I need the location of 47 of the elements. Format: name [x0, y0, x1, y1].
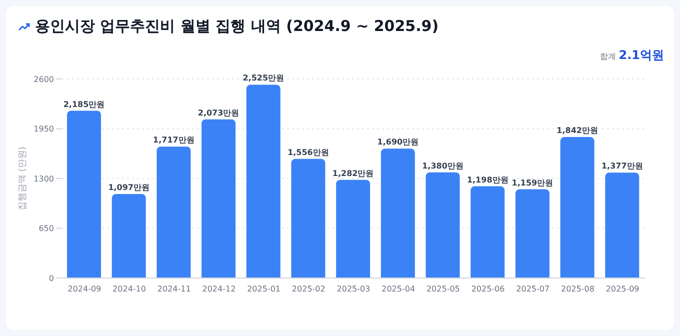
- y-tick-label: 650: [38, 224, 54, 234]
- data-label: 1,380만원: [422, 161, 464, 170]
- data-label: 1,377만원: [602, 162, 643, 171]
- bar: [336, 180, 370, 278]
- x-tick-label: 2025-08: [561, 284, 594, 294]
- data-label: 2,525만원: [242, 74, 284, 83]
- y-tick-label: 1950: [34, 124, 54, 134]
- data-label: 1,282만원: [332, 168, 374, 178]
- x-tick-label: 2024-10: [112, 284, 146, 294]
- x-tick-label: 2025-03: [336, 284, 370, 294]
- data-label: 1,198만원: [466, 175, 508, 184]
- bar: [291, 158, 326, 278]
- data-label: 2,185만원: [63, 100, 105, 109]
- data-label: 1,556만원: [288, 148, 329, 157]
- bar: [426, 172, 460, 278]
- bar: [112, 194, 146, 278]
- x-tick-label: 2025-04: [382, 284, 416, 294]
- x-tick-label: 2025-06: [471, 284, 505, 294]
- y-tick-label: 1300: [34, 174, 54, 184]
- x-tick-label: 2024-09: [68, 284, 102, 294]
- bar: [156, 146, 191, 278]
- x-tick-label: 2025-05: [426, 284, 460, 294]
- text: 합계 2.1억원: [600, 48, 664, 62]
- bar: [67, 110, 101, 278]
- x-tick-label: 2025-01: [247, 284, 281, 294]
- y-axis-title: 집행금액 (만원): [18, 146, 28, 210]
- x-tick-label: 2025-09: [606, 284, 640, 294]
- data-label: 1,717만원: [153, 136, 194, 145]
- x-tick-label: 2025-02: [292, 284, 326, 294]
- data-label: 1,159만원: [512, 178, 554, 188]
- chart-title: 용인시장 업무추진비 월별 집행 내역 (2024.9 ~ 2025.9): [35, 17, 439, 36]
- data-label: 1,842만원: [556, 126, 598, 136]
- data-label: 1,097만원: [108, 183, 150, 192]
- data-label: 1,690만원: [377, 138, 419, 147]
- x-tick-label: 2025-07: [516, 284, 550, 294]
- x-tick-label: 2024-12: [202, 284, 236, 294]
- bar: [560, 137, 594, 278]
- bar: [470, 186, 505, 278]
- y-tick-label: 2600: [34, 74, 54, 84]
- bar: [246, 84, 280, 278]
- bar: [202, 119, 236, 278]
- data-label: 2,073만원: [198, 108, 240, 118]
- bar: [605, 172, 640, 278]
- bar: [515, 189, 550, 278]
- y-tick-label: 0: [48, 274, 54, 283]
- x-tick-label: 2024-11: [157, 284, 191, 294]
- bar: [380, 148, 415, 278]
